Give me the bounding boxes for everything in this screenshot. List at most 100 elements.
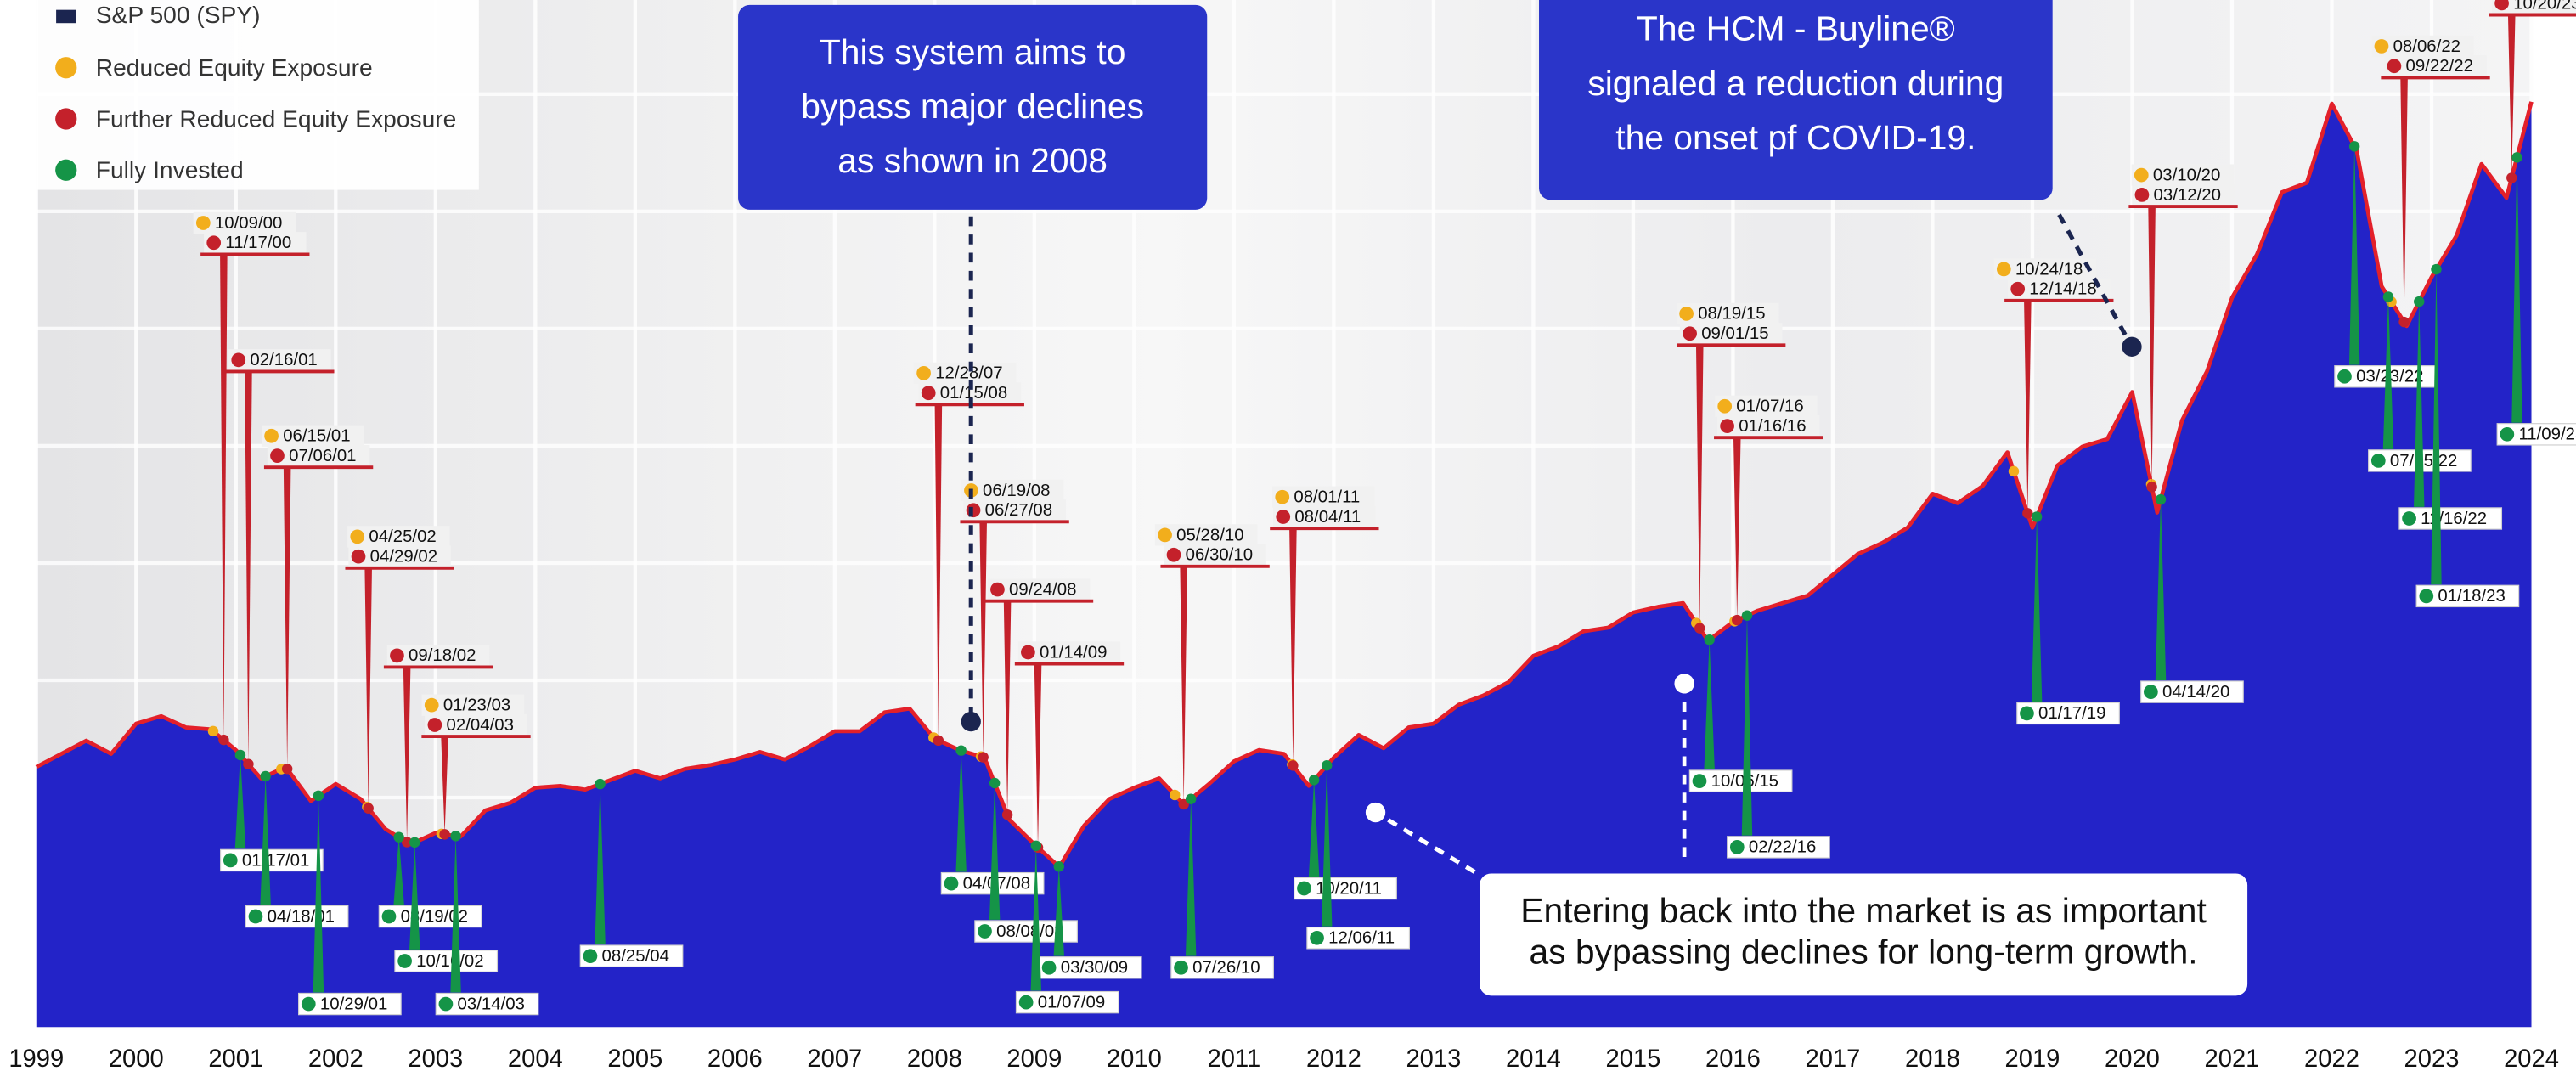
signal-dot (350, 530, 364, 544)
signal-date: 11/09/23 (2518, 426, 2576, 444)
signal-dot (1158, 528, 1172, 543)
signal-point (1288, 760, 1298, 770)
signal-dot (1275, 490, 1289, 504)
signal-dot (1276, 510, 1290, 524)
signal-dot (922, 386, 936, 400)
signal-dot (2337, 369, 2352, 384)
signal-point (208, 726, 218, 736)
signal-point (978, 752, 988, 762)
signal-point (955, 745, 966, 755)
signal-dot (2402, 511, 2416, 526)
signal-point (2511, 152, 2522, 162)
legend-label: S&P 500 (SPY) (96, 1, 261, 28)
signal-date: 09/22/22 (2406, 57, 2473, 76)
x-tick-label: 2020 (2105, 1046, 2160, 1071)
signal-dot (1693, 774, 1707, 788)
x-tick-label: 2015 (1605, 1046, 1660, 1071)
signal-dot (1167, 548, 1181, 562)
signal-point (1704, 634, 1714, 645)
legend: S&P 500 (SPY)Reduced Equity ExposureFurt… (37, 0, 479, 190)
signal-point (235, 750, 245, 760)
signal-point (1322, 760, 1332, 770)
annotation-text: as shown in 2008 (837, 141, 1108, 180)
annotation-text: the onset pf COVID-19. (1615, 118, 1976, 157)
signal-date: 06/27/08 (985, 501, 1052, 520)
signal-date: 04/25/02 (369, 527, 436, 546)
x-tick-label: 2017 (1806, 1046, 1861, 1071)
signal-dot (1297, 882, 1311, 896)
signal-date: 01/17/01 (242, 851, 309, 870)
signal-dot (1174, 961, 1188, 975)
x-tick-label: 1999 (8, 1046, 64, 1071)
signal-date: 10/29/01 (320, 995, 387, 1013)
signal-dot (2375, 39, 2389, 54)
signal-dot (2135, 188, 2150, 202)
signal-point (2009, 466, 2019, 476)
annotation-text: Entering back into the market is as impo… (1520, 891, 2207, 930)
signal-point (1694, 623, 1705, 633)
signal-dot (978, 924, 992, 939)
signal-dot (2371, 454, 2386, 468)
x-tick-label: 2006 (707, 1046, 763, 1071)
signal-dot (2500, 427, 2514, 442)
signal-date: 08/01/11 (1294, 488, 1360, 507)
x-tick-label: 2000 (109, 1046, 164, 1071)
signal-date: 09/24/08 (1009, 580, 1076, 599)
signal-point (393, 832, 403, 843)
annotation-dot (1366, 803, 1385, 822)
x-tick-label: 2018 (1905, 1046, 1960, 1071)
x-tick-label: 2022 (2304, 1046, 2359, 1071)
x-tick-label: 2003 (408, 1046, 463, 1071)
signal-point (2349, 141, 2359, 151)
signal-point (2156, 494, 2166, 504)
signal-dot (302, 997, 316, 1012)
signal-point (2398, 317, 2409, 327)
signal-dot (206, 235, 221, 250)
signal-dot (390, 648, 404, 662)
signal-date: 10/16/02 (416, 952, 483, 971)
signal-dot (967, 503, 981, 517)
x-tick-label: 2001 (208, 1046, 263, 1071)
x-tick-label: 2013 (1406, 1046, 1461, 1071)
signal-date: 11/17/00 (225, 234, 291, 252)
annotation-dot (961, 712, 981, 731)
signal-dot (439, 997, 454, 1012)
signal-date: 03/12/20 (2154, 186, 2221, 205)
signal-point (595, 779, 605, 789)
x-tick-label: 2014 (1506, 1046, 1561, 1071)
signal-dot (1042, 961, 1057, 975)
signal-point (1002, 809, 1012, 820)
signal-date: 02/16/01 (250, 351, 317, 369)
signal-point (1742, 611, 1752, 621)
x-tick-label: 2007 (807, 1046, 862, 1071)
signal-dot (944, 877, 959, 891)
signal-date: 11/16/22 (2421, 510, 2487, 528)
signal-date: 07/26/10 (1192, 959, 1260, 978)
legend-swatch (55, 57, 76, 78)
signal-dot (1679, 307, 1694, 321)
legend-label: Fully Invested (96, 156, 244, 183)
legend-label: Further Reduced Equity Exposure (96, 104, 457, 132)
x-tick-label: 2009 (1006, 1046, 1062, 1071)
signal-point (2431, 264, 2441, 274)
signal-date: 01/07/16 (1736, 397, 1803, 416)
page: {"chart_data": { "type": "area", "xlim":… (0, 0, 2576, 1071)
signal-date: 01/17/19 (2038, 704, 2105, 723)
signal-date: 08/08/08 (996, 922, 1063, 941)
x-tick-label: 2002 (308, 1046, 364, 1071)
signal-dot (231, 352, 245, 367)
signal-dot (223, 854, 238, 868)
signal-point (282, 764, 292, 774)
annotation-text: as bypassing declines for long-term grow… (1529, 933, 2197, 972)
signal-dot (1310, 931, 1324, 945)
signal-date: 10/09/00 (215, 214, 282, 233)
signal-dot (397, 954, 412, 968)
signal-date: 07/25/22 (2390, 452, 2457, 471)
signal-date: 01/16/16 (1739, 417, 1806, 436)
x-tick-label: 2010 (1107, 1046, 1162, 1071)
signal-date: 08/06/22 (2393, 37, 2460, 56)
signal-point (1054, 861, 1064, 871)
annotation-dot (2122, 337, 2141, 357)
signal-date: 06/19/08 (983, 482, 1050, 500)
signal-dot (2419, 589, 2433, 603)
